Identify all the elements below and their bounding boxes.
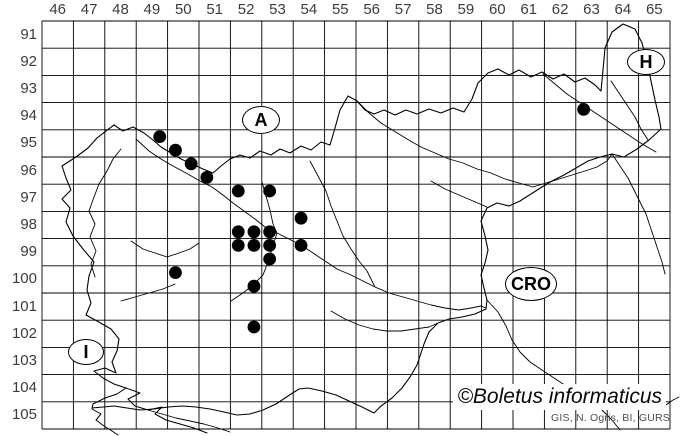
grid-column-label: 63 (583, 1, 600, 18)
grid-row-label: 100 (11, 270, 37, 288)
grid-column-label: 48 (112, 1, 129, 18)
occurrence-dot (263, 184, 277, 198)
grid-row-label: 97 (20, 188, 37, 206)
grid-row-label: 105 (11, 406, 37, 424)
occurrence-dot (231, 225, 245, 239)
grid-column-label: 64 (614, 1, 632, 18)
grid-row-label: 91 (20, 25, 37, 43)
river-vipava (120, 283, 176, 302)
grid-column-label: 57 (394, 1, 412, 18)
watermark-text: ©Boletus informaticus (453, 384, 666, 410)
occurrence-dot (184, 157, 198, 171)
occurrence-dot (169, 266, 182, 279)
grid-column-label: 61 (520, 1, 538, 18)
grid-column-label: 51 (206, 1, 224, 18)
grid-column-label: 54 (300, 1, 318, 18)
river-mura (542, 73, 657, 153)
grid-row-label: 94 (20, 107, 37, 125)
river-krka (330, 310, 439, 332)
grid-row-label: 92 (20, 52, 37, 70)
coast-istria (125, 387, 208, 434)
river-croatia-south (486, 299, 621, 431)
river-drava (356, 100, 613, 188)
river-dravinja (430, 180, 488, 208)
river-sava (135, 138, 487, 311)
occurrence-dot (263, 252, 277, 266)
grid-row-label: 102 (11, 324, 37, 342)
attribution-text: GIS, N. Ogris, BI, GURS (551, 412, 670, 424)
occurrence-dot (263, 225, 277, 239)
river-idrijca (130, 240, 200, 258)
occurrence-dot (263, 239, 277, 252)
river-edge-east (665, 396, 680, 406)
grid-column-label: 60 (488, 1, 506, 18)
grid-column-label: 47 (80, 1, 98, 18)
grid-row-label: 93 (20, 80, 37, 97)
grid-column-label: 53 (269, 1, 286, 18)
grid-column-label: 62 (551, 1, 569, 18)
river-croatia-east (611, 153, 666, 275)
grid-column-label: 49 (143, 1, 161, 18)
occurrence-dot (247, 320, 261, 334)
grid-row-label: 104 (11, 379, 37, 397)
grid-row-label: 98 (20, 216, 37, 233)
border-croatia-southeast (91, 128, 662, 416)
grid-column-label: 46 (49, 1, 67, 18)
grid-row-label: 103 (11, 352, 37, 369)
grid-column-label: 56 (363, 1, 381, 18)
grid-column-label: 52 (237, 1, 255, 18)
river-ledava (610, 80, 649, 141)
country-label-h: H (627, 49, 665, 75)
occurrence-dot (247, 279, 261, 293)
grid-row-label: 96 (20, 161, 37, 179)
border-italy-west (61, 124, 120, 374)
grid-row-label: 101 (11, 297, 37, 315)
grid-column-label: 59 (457, 1, 475, 18)
river-mirna (147, 409, 231, 433)
border-hungary-ne (600, 23, 662, 130)
grid-column-label: 50 (174, 1, 192, 18)
occurrence-dot (153, 130, 167, 144)
river-soca (88, 148, 122, 278)
grid-row-label: 95 (20, 134, 37, 152)
occurrence-dot (169, 143, 182, 157)
occurrence-dot (294, 211, 308, 225)
coast-gulf-trieste (91, 367, 127, 436)
occurrence-dot (200, 171, 214, 184)
country-label-i: I (68, 339, 104, 365)
river-savinja (309, 160, 376, 288)
grid-column-label: 55 (331, 1, 349, 18)
grid-row-label: 99 (20, 243, 37, 261)
occurrence-dot (231, 184, 245, 198)
occurrence-dot (294, 239, 308, 252)
occurrence-dot (231, 239, 245, 252)
country-label-a: A (242, 106, 280, 134)
grid-column-label: 58 (426, 1, 443, 18)
occurrence-dot (577, 103, 591, 116)
occurrence-dot (247, 225, 261, 239)
country-label-cro: CRO (505, 267, 557, 301)
grid-column-label: 65 (645, 1, 663, 18)
occurrence-dot (247, 239, 261, 252)
